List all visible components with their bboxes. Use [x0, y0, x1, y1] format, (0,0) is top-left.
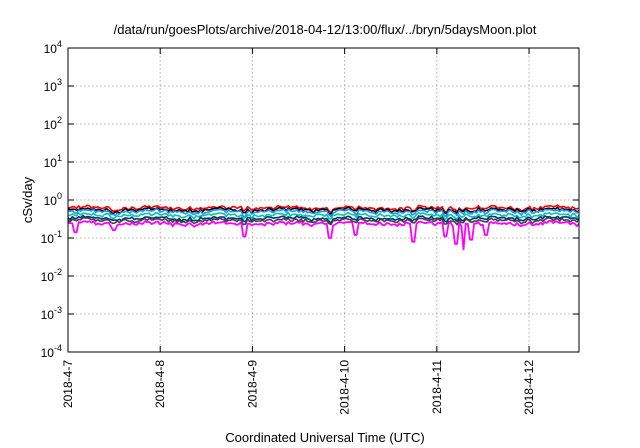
x-axis-label: Coordinated Universal Time (UTC) [225, 430, 424, 445]
y-tick-exponent: -4 [54, 343, 62, 353]
x-tick-label: 2018-4-11 [430, 360, 444, 414]
grid-layer [67, 47, 579, 353]
x-tick-label: 2018-4-7 [61, 360, 75, 408]
series-line [67, 208, 580, 218]
x-tick-label: 2018-4-10 [338, 360, 352, 415]
y-tick-label: 101 [44, 153, 62, 170]
y-tick-exponent: -1 [54, 229, 62, 239]
x-tick-label: 2018-4-8 [153, 360, 167, 408]
y-tick-base: 10 [41, 270, 55, 284]
y-tick-exponent: 4 [57, 39, 62, 49]
x-tick-label: 2018-4-12 [522, 360, 536, 415]
y-tick-label: 10-3 [41, 305, 62, 322]
y-tick-exponent: 0 [57, 191, 62, 201]
series-line [67, 220, 580, 251]
y-tick-label: 104 [44, 39, 62, 56]
series-layer [67, 204, 580, 251]
y-tick-base: 10 [41, 308, 55, 322]
y-tick-label: 102 [44, 115, 62, 132]
y-tick-label: 10-1 [41, 229, 62, 246]
series-line [67, 204, 580, 214]
y-tick-label: 10-4 [41, 343, 62, 360]
y-tick-label: 10-2 [41, 267, 62, 284]
y-axis-label: cSv/day [20, 176, 35, 223]
series-line [67, 216, 580, 226]
series-line [67, 206, 580, 215]
y-tick-base: 10 [44, 194, 58, 208]
y-tick-base: 10 [44, 156, 58, 170]
y-tick-exponent: 2 [57, 115, 62, 125]
y-tick-base: 10 [44, 42, 58, 56]
chart-title: /data/run/goesPlots/archive/2018-04-12/1… [114, 22, 537, 37]
y-tick-label: 100 [44, 191, 62, 208]
y-tick-base: 10 [41, 346, 55, 360]
x-tick-label: 2018-4-9 [245, 360, 259, 408]
y-tick-base: 10 [41, 232, 55, 246]
y-tick-exponent: 3 [57, 77, 62, 87]
y-tick-exponent: -3 [54, 305, 62, 315]
y-tick-exponent: 1 [57, 153, 62, 163]
y-tick-base: 10 [44, 80, 58, 94]
y-tick-base: 10 [44, 118, 58, 132]
series-line [67, 214, 580, 224]
y-tick-label: 103 [44, 77, 62, 94]
y-tick-exponent: -2 [54, 267, 62, 277]
series-line [67, 211, 580, 221]
